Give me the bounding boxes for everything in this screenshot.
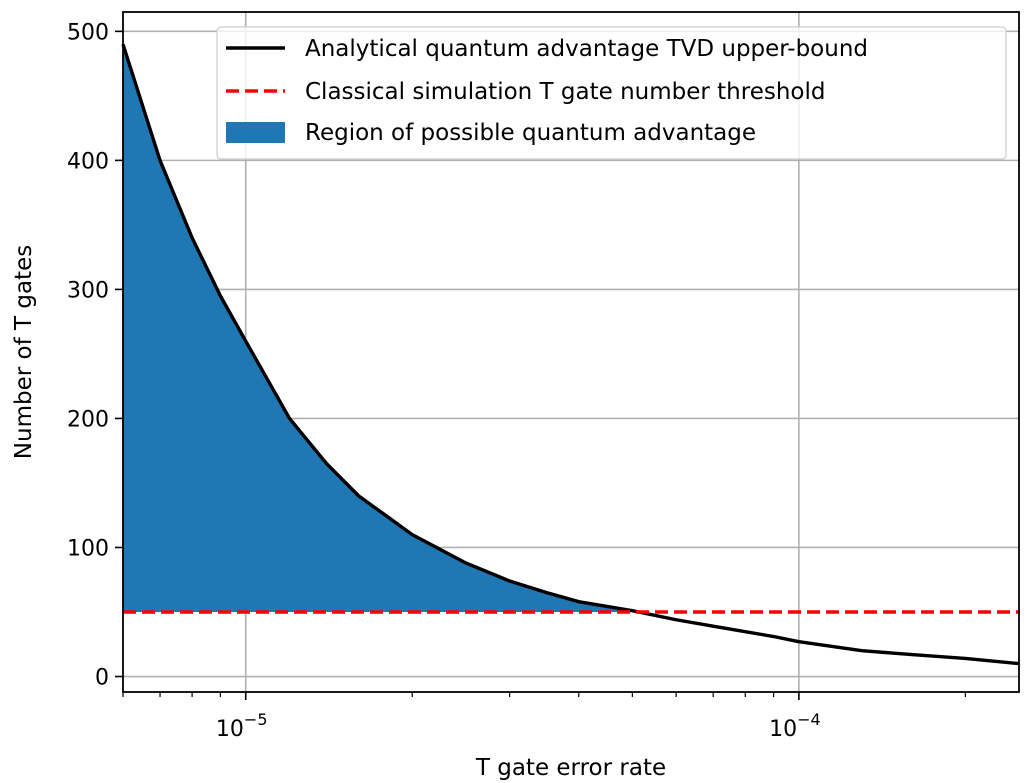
axis-labels: T gate error rate Number of T gates bbox=[11, 245, 666, 781]
plot-frame bbox=[122, 11, 1020, 693]
advantage-region bbox=[123, 44, 639, 613]
y-tick-label: 200 bbox=[67, 407, 109, 432]
legend-box bbox=[216, 26, 1007, 160]
axes bbox=[122, 11, 1020, 693]
y-axis-label: Number of T gates bbox=[11, 245, 37, 459]
legend-entry-tvd-upper-bound: Analytical quantum advantage TVD upper-b… bbox=[305, 36, 868, 62]
tick-labels: 0 100 200 300 400 500 10−5 10−4 bbox=[67, 20, 821, 742]
series-lines bbox=[121, 43, 1020, 666]
x-axis-label: T gate error rate bbox=[475, 755, 666, 781]
legend-entry-advantage-region: Region of possible quantum advantage bbox=[305, 120, 756, 146]
legend-symbol-advantage-region bbox=[226, 122, 285, 143]
legend: Analytical quantum advantage TVD upper-b… bbox=[216, 26, 1007, 160]
y-tick-label: 400 bbox=[67, 149, 109, 174]
x-tick-label: 10−5 bbox=[216, 710, 268, 742]
y-tick-label: 0 bbox=[95, 666, 109, 691]
advantage-region-fill bbox=[123, 44, 639, 613]
series-line-tvd-upper-bound bbox=[121, 43, 1020, 666]
x-tick-label: 10−4 bbox=[769, 710, 821, 742]
y-tick-label: 100 bbox=[67, 536, 109, 561]
y-tick-label: 300 bbox=[67, 278, 109, 303]
legend-entry-classical-threshold: Classical simulation T gate number thres… bbox=[305, 79, 825, 105]
y-tick-label: 500 bbox=[67, 20, 109, 45]
